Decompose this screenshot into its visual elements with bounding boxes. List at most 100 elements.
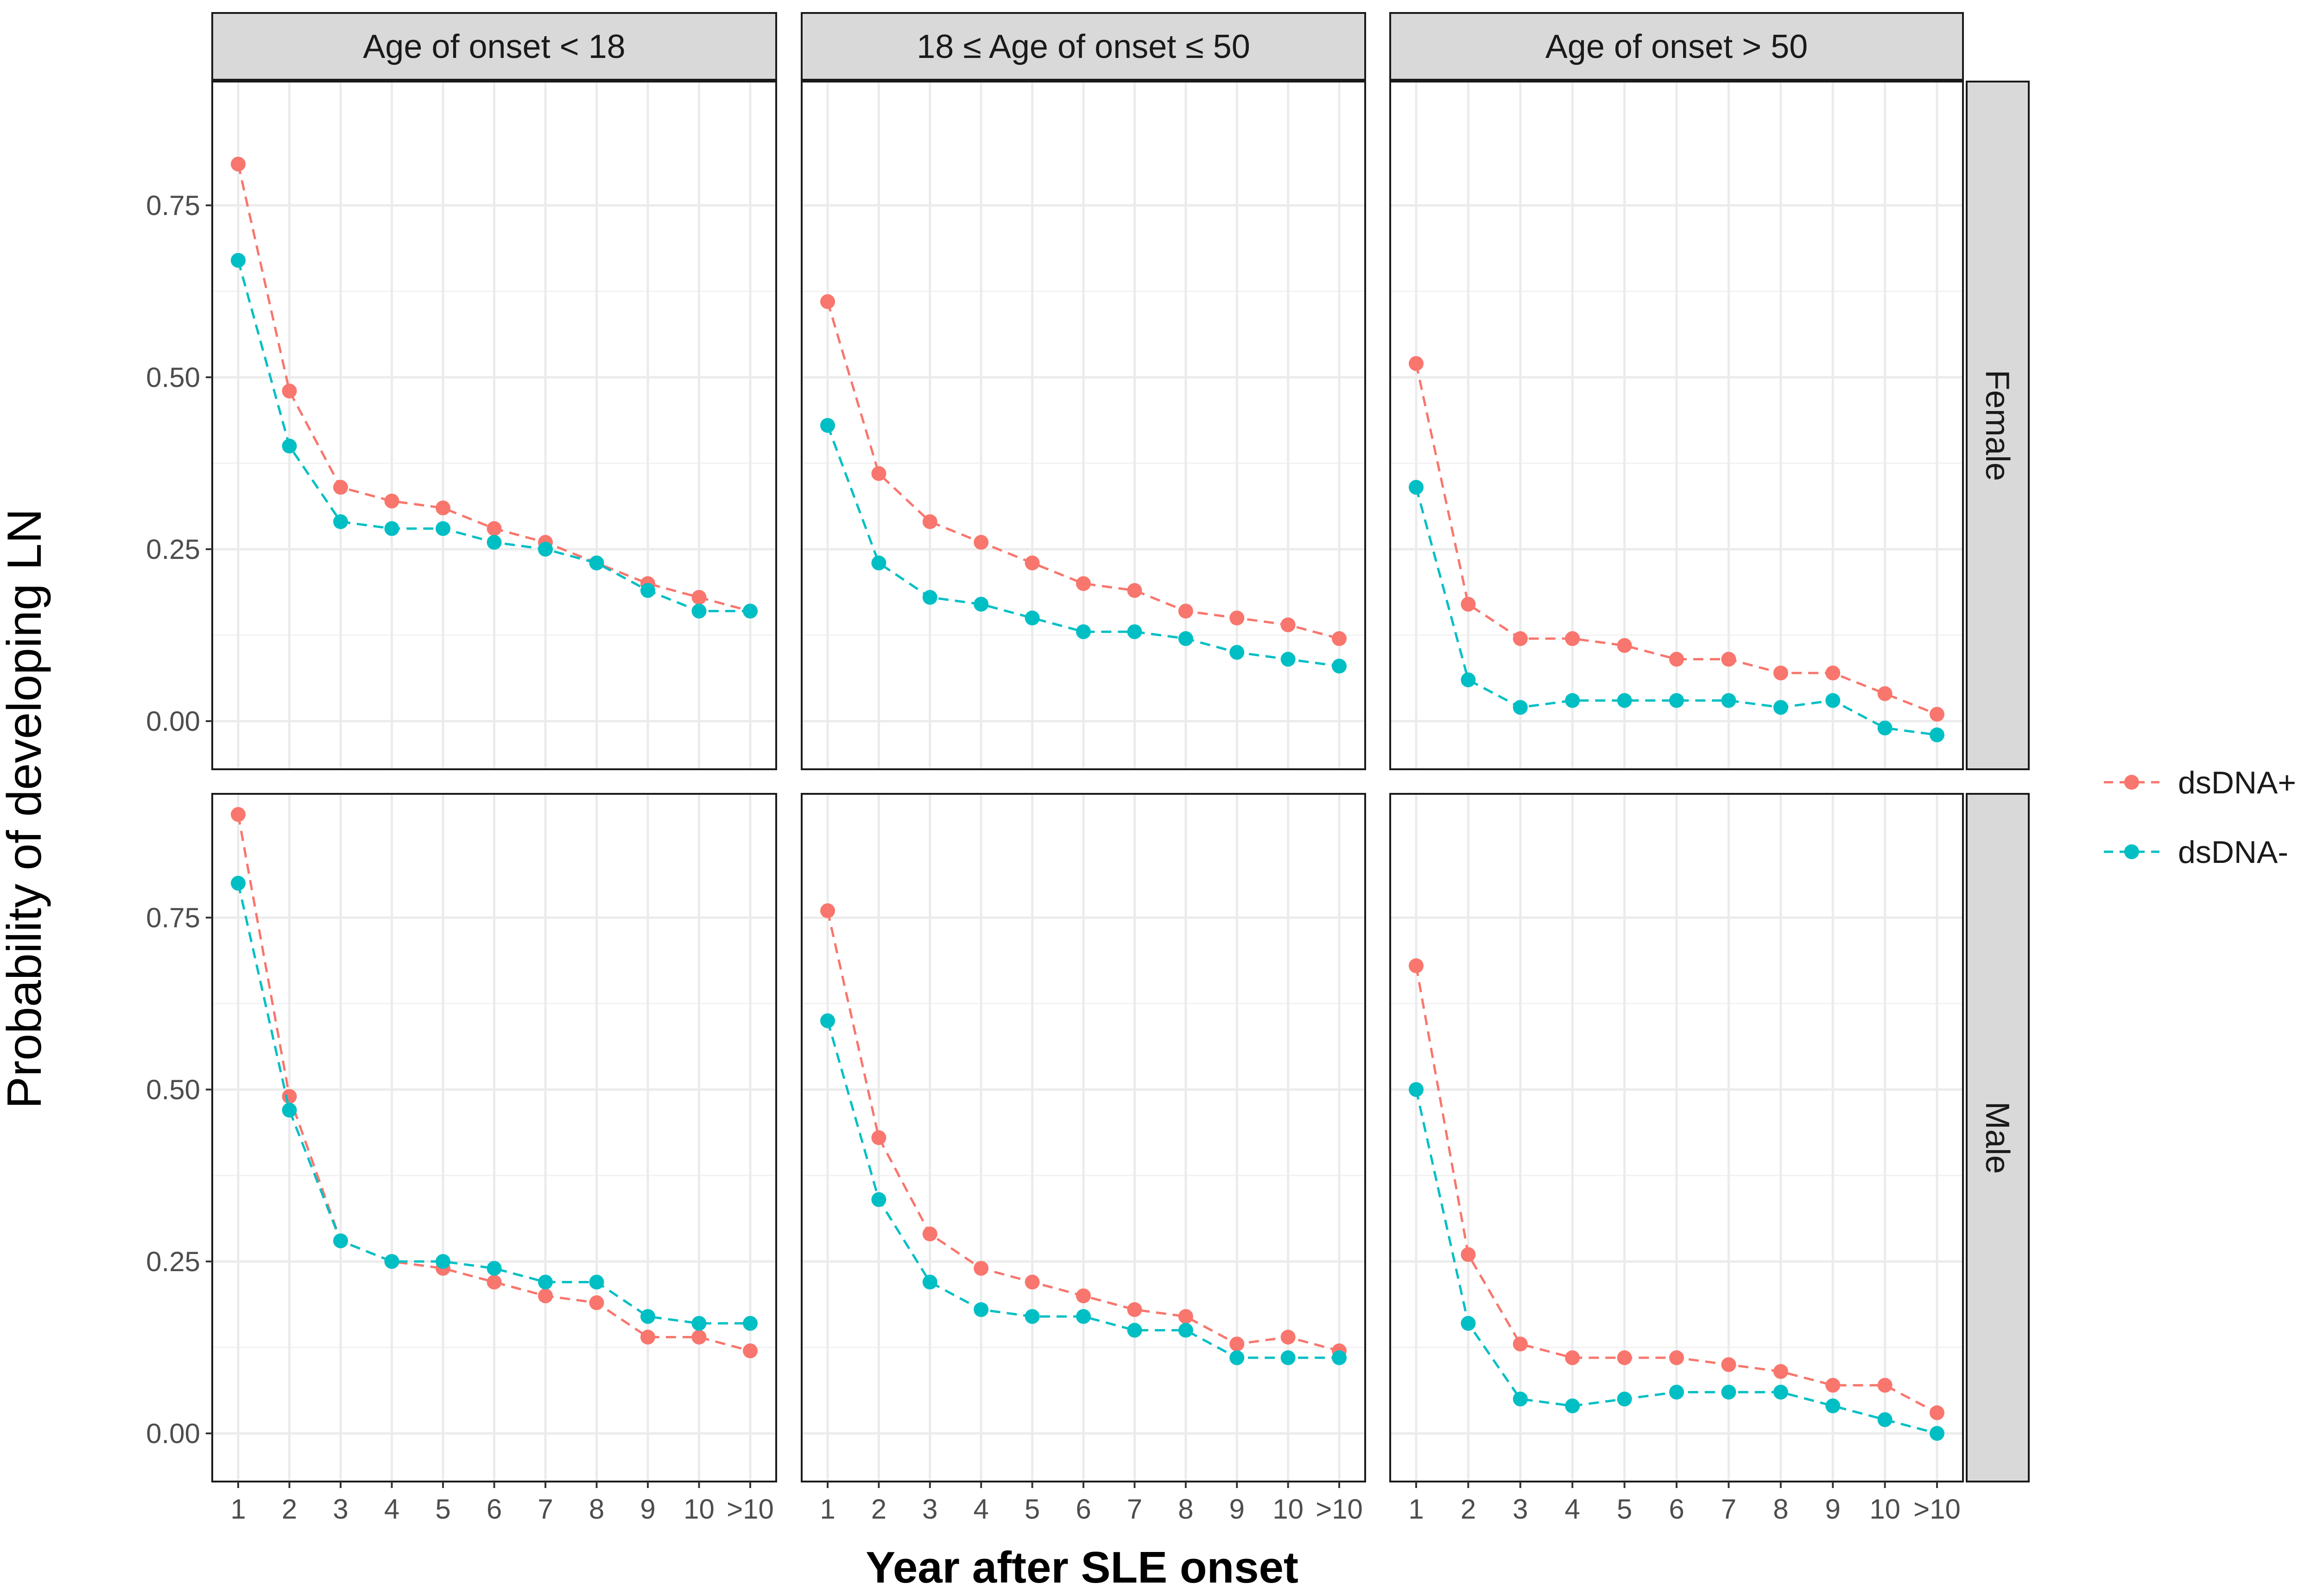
data-point-dsDNA+ <box>743 1343 758 1359</box>
panel-1-3 <box>1389 81 1964 770</box>
data-point-dsDNA- <box>1930 727 1944 742</box>
data-point-dsDNA+ <box>1565 631 1580 646</box>
data-point-dsDNA- <box>1513 700 1528 715</box>
data-point-dsDNA+ <box>1461 1247 1476 1262</box>
x-tick-label: 5 <box>1025 1494 1040 1525</box>
column-strip-background <box>211 12 777 81</box>
data-point-dsDNA+ <box>1409 356 1424 371</box>
x-tick-label: 4 <box>384 1494 399 1525</box>
data-point-dsDNA- <box>282 1102 297 1118</box>
data-point-dsDNA- <box>1229 645 1245 660</box>
x-tick-label: 9 <box>1229 1494 1245 1525</box>
x-tick-label: >10 <box>727 1494 774 1525</box>
y-axis-title: Probability of developing LN <box>0 508 51 1108</box>
data-point-dsDNA- <box>974 596 989 612</box>
series-line-dsDNA+ <box>237 814 751 1352</box>
column-strip-label: Age of onset < 18 <box>363 28 625 65</box>
data-point-dsDNA- <box>589 555 604 570</box>
data-point-dsDNA+ <box>231 807 246 822</box>
data-point-dsDNA+ <box>1825 665 1841 681</box>
data-point-dsDNA- <box>1565 1398 1580 1413</box>
data-point-dsDNA- <box>436 1254 450 1269</box>
data-point-dsDNA- <box>1669 693 1684 708</box>
panel-border <box>211 81 777 770</box>
x-tick-label: 8 <box>589 1494 604 1525</box>
row-strip-background <box>1966 81 2030 770</box>
panel-border <box>801 81 1366 770</box>
data-point-dsDNA+ <box>1076 576 1091 591</box>
data-point-dsDNA- <box>436 521 450 536</box>
data-point-dsDNA+ <box>1669 1350 1684 1365</box>
x-tick-label: 2 <box>871 1494 886 1525</box>
data-point-dsDNA- <box>1877 1412 1893 1427</box>
data-point-dsDNA- <box>1825 1398 1841 1413</box>
data-point-dsDNA- <box>1565 693 1580 708</box>
data-point-dsDNA+ <box>538 1288 553 1304</box>
data-point-dsDNA- <box>333 1233 348 1248</box>
panels-layer <box>211 81 1964 1482</box>
row-strip-background <box>1966 793 2030 1482</box>
data-point-dsDNA- <box>640 583 655 598</box>
row-strip: Female <box>1966 81 2030 770</box>
data-point-dsDNA- <box>1930 1426 1944 1441</box>
data-point-dsDNA- <box>1332 659 1347 674</box>
x-tick-label: >10 <box>1913 1494 1961 1525</box>
row-strip-label: Female <box>1979 370 2016 481</box>
data-point-dsDNA- <box>1721 693 1736 708</box>
data-point-dsDNA- <box>231 875 246 891</box>
data-point-dsDNA+ <box>1669 652 1684 667</box>
panel-2-2 <box>801 793 1366 1482</box>
data-point-dsDNA+ <box>487 521 502 536</box>
legend-marker <box>2124 844 2139 859</box>
data-point-dsDNA+ <box>1825 1378 1841 1393</box>
data-point-dsDNA+ <box>282 383 297 399</box>
column-strip-label: 18 ≤ Age of onset ≤ 50 <box>917 28 1250 65</box>
data-point-dsDNA- <box>282 438 297 454</box>
data-point-dsDNA+ <box>231 157 246 172</box>
x-tick-label: 4 <box>1565 1494 1580 1525</box>
data-point-dsDNA- <box>1513 1391 1528 1406</box>
x-tick-label: 2 <box>282 1494 297 1525</box>
data-point-dsDNA- <box>231 253 246 268</box>
data-point-dsDNA- <box>538 1274 553 1290</box>
x-tick-label: 10 <box>684 1494 715 1525</box>
data-point-dsDNA- <box>743 603 758 619</box>
data-point-dsDNA+ <box>922 1226 937 1241</box>
data-point-dsDNA- <box>1669 1385 1684 1400</box>
series-line-dsDNA- <box>1415 487 1937 736</box>
legend-label: dsDNA+ <box>2178 765 2296 800</box>
legend: dsDNA+ dsDNA- <box>2104 765 2296 870</box>
x-tick-label: 3 <box>922 1494 937 1525</box>
panel-1-1 <box>211 81 777 770</box>
y-tick-label: 0.75 <box>146 902 200 933</box>
data-point-dsDNA- <box>1025 1309 1040 1324</box>
series-line-dsDNA+ <box>826 301 1340 640</box>
facet-strips: Age of onset < 18 18 ≤ Age of onset ≤ 50 A… <box>211 12 2030 1482</box>
data-point-dsDNA+ <box>1127 1302 1142 1317</box>
data-point-dsDNA+ <box>1461 596 1476 612</box>
data-point-dsDNA- <box>1773 1385 1788 1400</box>
data-point-dsDNA+ <box>1877 1378 1893 1393</box>
data-point-dsDNA+ <box>974 535 989 550</box>
data-point-dsDNA+ <box>1280 617 1296 633</box>
x-tick-label: 7 <box>1127 1494 1142 1525</box>
data-point-dsDNA- <box>1721 1385 1736 1400</box>
data-point-dsDNA- <box>1127 624 1142 640</box>
data-point-dsDNA- <box>1461 672 1476 688</box>
data-point-dsDNA+ <box>871 466 886 481</box>
data-point-dsDNA- <box>538 542 553 557</box>
data-point-dsDNA- <box>1280 652 1296 667</box>
data-point-dsDNA+ <box>589 1295 604 1311</box>
panel-2-1 <box>211 793 777 1482</box>
data-point-dsDNA+ <box>1617 638 1632 653</box>
data-point-dsDNA- <box>1178 631 1193 646</box>
data-point-dsDNA- <box>743 1316 758 1331</box>
y-tick-label: 0.00 <box>146 706 200 737</box>
data-point-dsDNA- <box>974 1302 989 1317</box>
data-point-dsDNA+ <box>333 480 348 495</box>
data-point-dsDNA+ <box>820 903 835 918</box>
data-point-dsDNA- <box>487 1260 502 1276</box>
column-strip-background <box>1389 12 1964 81</box>
legend-marker <box>2124 775 2139 790</box>
data-point-dsDNA+ <box>871 1130 886 1145</box>
